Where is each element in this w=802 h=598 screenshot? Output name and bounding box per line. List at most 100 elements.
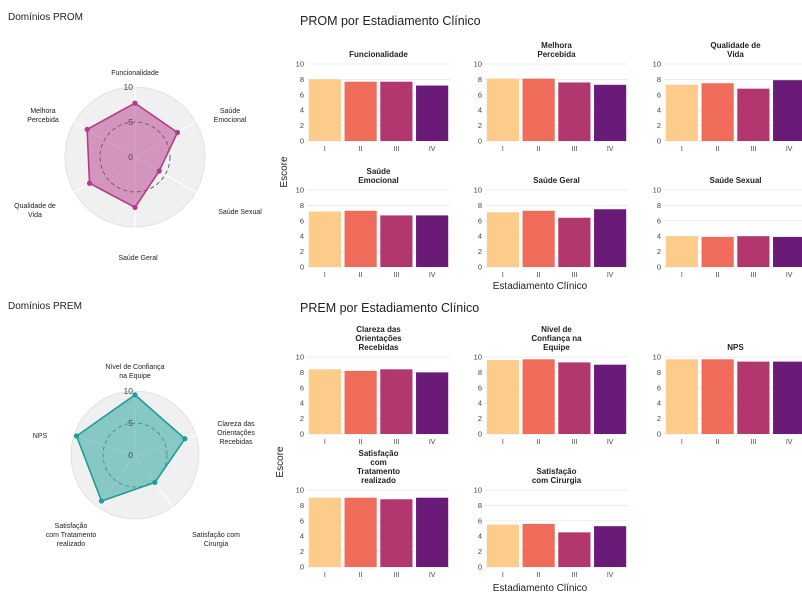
prem-bar-satisfacao-com-tratamento-realizado-I [308,497,341,567]
prom-xtick-IV: IV [607,146,614,153]
prem-xtick-III: III [571,572,577,579]
prem-ytick-2: 2 [300,547,304,556]
prem-x-axis-label: Estadiamento Clínico [493,583,588,593]
prem-bar-nps-I [665,359,698,434]
prom-ytick-6: 6 [478,216,482,225]
prom-bar-qualidade-de-vida-I [665,84,698,141]
prem-ytick-6: 6 [300,516,304,525]
prom-radar-axis-label-qualidade-de-vida: Qualidade de Vida [14,203,56,219]
prem-bar-clareza-das-orientacoes-recebidas-II [344,370,377,434]
prom-bar-saude-geral-III [558,217,591,267]
prom-bar-saude-emocional-III [380,215,413,267]
prom-ytick-0: 0 [478,137,482,146]
prom-ytick-0: 0 [478,263,482,272]
prem-radar-axis-label-nivel-de-confianca-na-equipe: Nível de Confiança na Equipe [105,364,164,380]
prem-radar-chart: 10 5 0 Nível de Confiança na Equipe Clareza d… [33,364,256,548]
prom-bar-qualidade-de-vida-IV [773,80,802,141]
prom-ytick-8: 8 [478,201,482,210]
prom-panel-title-funcionalidade: Funcionalidade [349,50,408,59]
prem-bar-nivel-de-confianca-na-equipe-II [522,359,555,434]
prem-ytick-8: 8 [478,368,482,377]
prom-ytick-8: 8 [300,201,304,210]
prom-xtick-IV: IV [429,146,436,153]
prom-ytick-8: 8 [657,201,661,210]
prem-ytick-4: 4 [300,399,304,408]
prom-radar-axis-label-saude-geral: Saúde Geral [118,255,158,262]
prem-ytick-4: 4 [478,532,482,541]
prom-bar-melhora-percebida-III [558,82,591,141]
prom-panel-title-saude-emocional: Saúde Emocional [358,167,398,185]
prom-xtick-I: I [502,146,504,153]
prem-ytick-0: 0 [300,430,304,439]
prom-ytick-6: 6 [300,90,304,99]
prem-bar-clareza-das-orientacoes-recebidas-IV [416,372,449,434]
prem-ytick-8: 8 [300,501,304,510]
prem-bar-nps-IV [773,361,802,434]
prom-bar-funcionalidade-III [380,81,413,141]
prem-y-axis-label: Escore [275,446,286,478]
prom-panel-title-saude-sexual: Saúde Sexual [709,176,761,185]
prem-radar-title: Domínios PREM [8,301,82,312]
prem-radar-tick-0: 0 [128,450,133,460]
prom-xtick-II: II [537,272,541,279]
prem-xtick-I: I [324,572,326,579]
prem-radar-axis-label-satisfacao-com-cirurgia: Satisfação com Cirurgia [192,532,240,548]
prom-radar-axis-label-saude-sexual: Saúde Sexual [218,209,262,216]
prem-radar-point-clareza-das-orientacoes-recebidas [182,436,188,442]
prom-xtick-IV: IV [786,146,793,153]
prem-bar-nps-III [737,361,770,434]
prem-bars-title: PREM por Estadiamento Clínico [300,301,479,315]
prom-radar-point-qualidade-de-vida [86,180,93,186]
prom-radar-axis-label-funcionalidade: Funcionalidade [111,70,159,77]
prem-ytick-6: 6 [657,383,661,392]
prem-bar-nivel-de-confianca-na-equipe-I [486,360,519,434]
prem-xtick-IV: IV [607,439,614,446]
prem-panel-title-nps: NPS [727,343,744,352]
prom-ytick-6: 6 [657,216,661,225]
prom-radar-point-funcionalidade [132,100,138,106]
prem-ytick-10: 10 [296,353,304,362]
prom-ytick-10: 10 [653,60,661,69]
prom-radar-tick-5: 5 [128,117,133,127]
prem-radar-axis-label-clareza-das-orientacoes-recebidas: Clareza das Orientações Recebidas [217,421,255,446]
prem-xtick-II: II [359,439,363,446]
prem-xtick-IV: IV [429,572,436,579]
prom-panel-title-saude-geral: Saúde Geral [533,176,580,185]
prom-bar-saude-geral-IV [594,209,627,267]
prom-bar-melhora-percebida-II [522,78,555,141]
prem-ytick-10: 10 [474,353,482,362]
prom-xtick-III: III [393,272,399,279]
prom-ytick-2: 2 [478,121,482,130]
prom-xtick-III: III [393,146,399,153]
prom-bar-saude-geral-I [486,212,519,267]
prem-bar-clareza-das-orientacoes-recebidas-I [308,369,341,434]
prem-ytick-2: 2 [478,547,482,556]
prem-bar-clareza-das-orientacoes-recebidas-III [380,369,413,434]
prom-ytick-8: 8 [657,75,661,84]
prom-panel-title-qualidade-de-vida: Qualidade de Vida [710,41,761,59]
prom-xtick-III: III [571,272,577,279]
prom-bar-qualidade-de-vida-III [737,88,770,141]
prom-ytick-4: 4 [478,232,482,241]
prem-ytick-2: 2 [478,414,482,423]
prem-ytick-4: 4 [657,399,661,408]
prem-bar-satisfacao-com-tratamento-realizado-II [344,497,377,567]
prem-xtick-I: I [681,439,683,446]
prem-xtick-IV: IV [786,439,793,446]
prom-ytick-0: 0 [300,263,304,272]
prom-ytick-0: 0 [657,263,661,272]
prem-xtick-I: I [502,572,504,579]
prem-panel-title-satisfacao-com-cirurgia: Satisfação com Cirurgia [532,467,582,485]
prem-ytick-0: 0 [300,563,304,572]
prom-xtick-II: II [716,272,720,279]
prom-xtick-III: III [750,272,756,279]
prem-xtick-IV: IV [607,572,614,579]
